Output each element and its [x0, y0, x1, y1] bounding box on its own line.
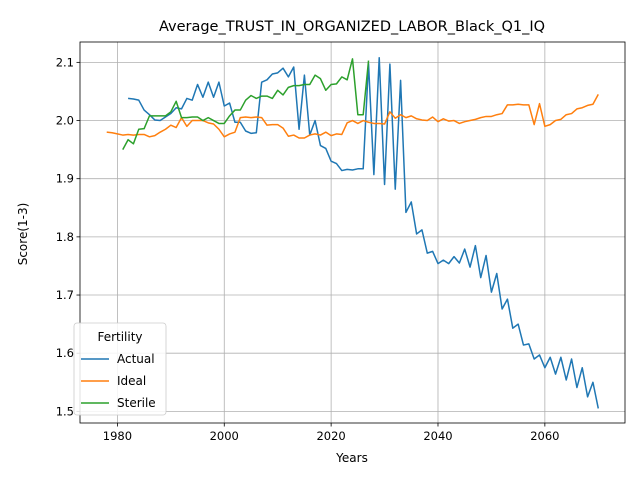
y-tick-label: 1.9 — [56, 172, 74, 186]
x-axis-ticks: 1980 2000 2020 2040 2060 — [103, 423, 559, 443]
x-tick-label: 2000 — [210, 429, 239, 443]
x-tick-label: 2040 — [423, 429, 452, 443]
x-tick-label: 2020 — [316, 429, 345, 443]
y-tick-label: 1.7 — [56, 288, 74, 302]
x-tick-label: 2060 — [530, 429, 559, 443]
plot-frame — [79, 41, 626, 424]
legend: Fertility Actual Ideal Sterile — [73, 322, 167, 416]
y-tick-label: 2.1 — [56, 55, 74, 69]
y-axis-label: Score(1-3) — [16, 203, 30, 266]
legend-label-sterile: Sterile — [117, 396, 156, 410]
legend-label-ideal: Ideal — [117, 374, 146, 388]
y-tick-label: 1.8 — [56, 230, 74, 244]
series-lines — [106, 56, 600, 409]
y-tick-label: 1.5 — [56, 404, 74, 418]
y-tick-label: 2.0 — [56, 114, 74, 128]
legend-label-actual: Actual — [117, 352, 155, 366]
x-tick-label: 1980 — [103, 429, 132, 443]
legend-title: Fertility — [97, 330, 142, 344]
series-line-ideal — [106, 93, 599, 139]
y-axis-ticks: 1.5 1.6 1.7 1.8 1.9 2.0 2.1 — [56, 55, 80, 418]
series-line-sterile — [122, 58, 370, 150]
legend-box — [73, 322, 167, 416]
x-axis-label: Years — [335, 451, 368, 465]
y-tick-label: 1.6 — [56, 346, 74, 360]
chart-title: Average_TRUST_IN_ORGANIZED_LABOR_Black_Q… — [159, 19, 545, 35]
series-line-actual — [128, 56, 600, 409]
